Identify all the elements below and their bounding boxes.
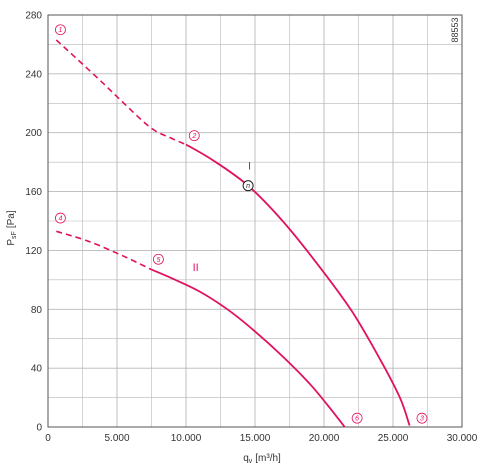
point-marker-circle [152, 253, 164, 265]
point-marker-circle [55, 212, 66, 224]
x-axis-label: qv [m³/h] [243, 453, 281, 465]
point-marker-circle [351, 412, 363, 424]
x-tick-label: 5.000 [104, 433, 129, 444]
point-marker-label: 2 [191, 133, 196, 140]
grid [47, 14, 463, 428]
y-tick-label: 40 [31, 364, 43, 375]
x-tick-label: 30.000 [447, 433, 478, 444]
series: III [55, 39, 411, 428]
x-tick-label: 10.000 [171, 433, 202, 444]
figure-id: 88553 [450, 17, 460, 42]
point-marker-circle [416, 412, 428, 424]
point-marker-label: 5 [156, 257, 160, 264]
x-tick-label: 0 [45, 433, 51, 444]
point-marker-label: 3 [420, 416, 424, 423]
series-1-solid-line [185, 143, 411, 426]
point-marker-2: 2 [188, 130, 200, 142]
series-2-dashed-line [56, 230, 152, 271]
tick-labels: 0 5.000 10.000 15.000 20.000 25.000 30.000 0 40 8… [25, 11, 477, 445]
series-2-label: II [193, 262, 199, 274]
x-tick-label: 25.000 [378, 433, 409, 444]
plot-frame [47, 14, 463, 428]
y-tick-label: 80 [31, 305, 43, 316]
operating-point: n [242, 180, 254, 192]
point-marker-6: 6 [351, 412, 363, 424]
series-1-label: I [248, 161, 251, 173]
series-2-solid-line [151, 268, 346, 428]
point-marker-1: 1 [55, 24, 66, 36]
point-marker-label: 4 [58, 216, 62, 223]
y-tick-label: 280 [25, 11, 42, 22]
axes [47, 14, 463, 428]
point-marker-label: 6 [355, 416, 359, 423]
point-marker-circle [55, 24, 66, 36]
x-tick-label: 15.000 [240, 433, 271, 444]
series-1-dashed-line [55, 39, 187, 146]
y-axis-label: PsF[Pa] [6, 210, 18, 245]
y-tick-label: 120 [25, 246, 42, 257]
y-tick-label: 0 [36, 423, 42, 434]
point-marker-3: 3 [416, 412, 428, 424]
y-tick-label: 160 [25, 187, 42, 198]
y-tick-label: 240 [25, 69, 42, 80]
x-tick-label: 20.000 [309, 433, 340, 444]
point-markers: 1 2 3 4 5 6 n [55, 24, 428, 424]
operating-point-circle [242, 180, 254, 192]
point-marker-circle [188, 130, 200, 142]
point-marker-5: 5 [152, 253, 164, 265]
y-tick-label: 200 [25, 128, 42, 139]
point-marker-4: 4 [55, 212, 66, 224]
point-marker-label: 1 [58, 27, 62, 34]
operating-point-label: n [246, 183, 250, 190]
